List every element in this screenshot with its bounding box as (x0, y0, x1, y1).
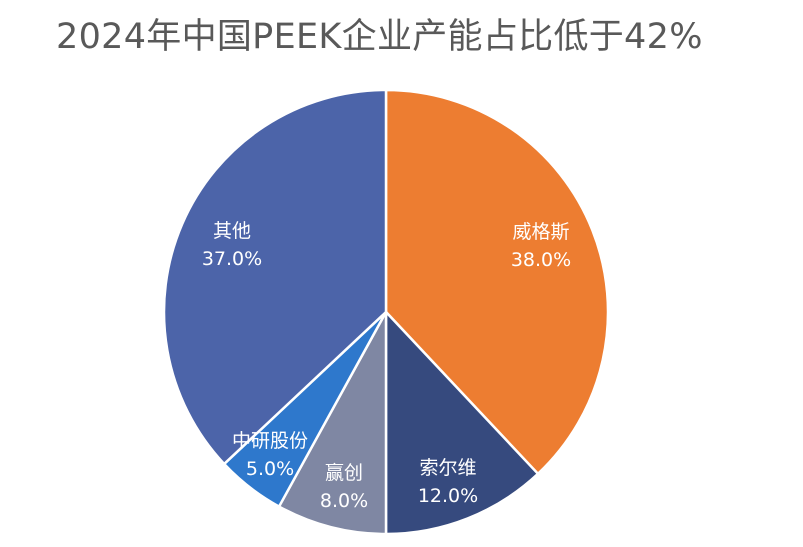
pie-slice (384, 310, 540, 536)
pie-slices (162, 88, 610, 536)
slice-label: 索尔维 (419, 457, 476, 479)
slice-value-label: 5.0% (246, 458, 294, 480)
slice-value-label: 8.0% (320, 490, 368, 512)
pie-slice (277, 310, 388, 536)
pie-slice (384, 88, 610, 476)
slice-value-label: 12.0% (418, 485, 478, 507)
chart-title: 2024年中国PEEK企业产能占比低于42% (56, 17, 703, 57)
slice-value-label: 38.0% (511, 249, 571, 271)
pie-labels: 威格斯 38.0% 索尔维 12.0% 赢创 8.0% 中研股份 5.0% 其他 37.0% (202, 220, 571, 512)
slice-label: 威格斯 (512, 221, 569, 243)
slice-label: 中研股份 (232, 430, 308, 452)
slice-label: 其他 (213, 220, 251, 242)
slice-label: 赢创 (325, 462, 363, 484)
slice-value-label: 37.0% (202, 248, 262, 270)
pie-slice (162, 88, 388, 466)
